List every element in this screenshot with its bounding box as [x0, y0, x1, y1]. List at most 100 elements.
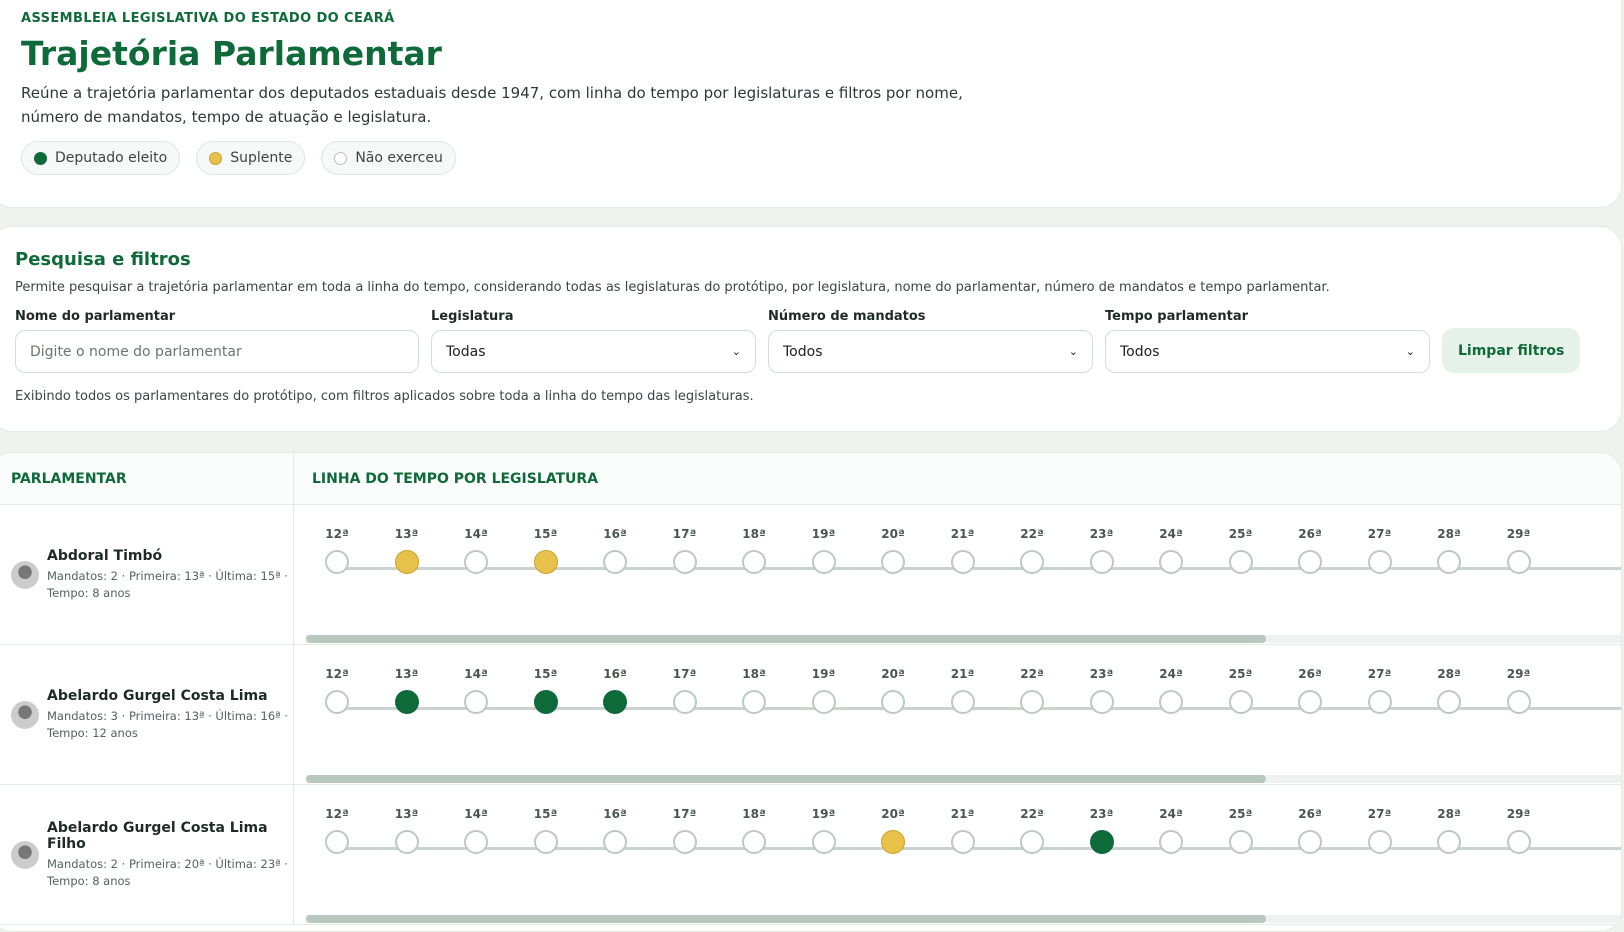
- select[interactable]: Todas ⌄: [431, 330, 756, 373]
- legislature-label: 25ª: [1228, 527, 1253, 541]
- placeholder: Digite o nome do parlamentar: [30, 343, 242, 360]
- status-dot[interactable]: [464, 550, 488, 574]
- status-dot[interactable]: [1298, 830, 1322, 854]
- status-dot[interactable]: [742, 830, 766, 854]
- status-dot[interactable]: [1506, 550, 1531, 574]
- status-dot[interactable]: [1159, 690, 1183, 714]
- name[interactable]: Abelardo Gurgel Costa Lima Filho: [47, 819, 268, 852]
- status-dot[interactable]: [1089, 550, 1114, 574]
- status-dot[interactable]: [1298, 690, 1322, 714]
- status-dot[interactable]: [672, 690, 697, 714]
- timeline: 12ª 13ª 14ª 15ª 16ª 17ª 18ª 19ª 20ª 21ª 22ª 23ª 24ª 2…: [294, 785, 1621, 924]
- select[interactable]: Todos ⌄: [768, 330, 1093, 373]
- status-dot[interactable]: [1367, 830, 1392, 854]
- select-value: Todos: [783, 343, 823, 360]
- name[interactable]: Abdoral Timbó: [47, 547, 163, 564]
- legislature-label: 28ª: [1437, 667, 1461, 681]
- status-dot[interactable]: [533, 830, 558, 854]
- parliamentarian: Abelardo Gurgel Costa Lima Filho Mandatos…: [0, 785, 294, 924]
- status-dot[interactable]: [1506, 690, 1531, 714]
- status-dot[interactable]: [1228, 550, 1253, 574]
- meta: Mandatos: 3 · Primeira: 13ª · Última: 16…: [47, 708, 288, 742]
- legislature-label: 24ª: [1159, 527, 1183, 541]
- field-label: Nome do parlamentar: [15, 309, 176, 324]
- filters-card: Pesquisa e filtros Permite pesquisar a t…: [0, 226, 1622, 432]
- status-dot[interactable]: [1020, 690, 1044, 714]
- legislature-label: 27ª: [1367, 807, 1392, 821]
- status-dot[interactable]: [742, 690, 766, 714]
- legislature-label: 19ª: [811, 527, 836, 541]
- status-dot[interactable]: [1228, 690, 1253, 714]
- status-dot[interactable]: [950, 550, 975, 574]
- time: Tempo: 12 anos: [47, 725, 138, 740]
- status-dot[interactable]: [603, 690, 627, 714]
- filter-field: Tempo parlamentar Todos ⌄: [1105, 309, 1430, 373]
- legislature-label: 25ª: [1228, 667, 1253, 681]
- status-dot[interactable]: [1367, 690, 1392, 714]
- status-dot[interactable]: [603, 550, 627, 574]
- status-dot[interactable]: [603, 830, 627, 854]
- select[interactable]: Todos ⌄: [1105, 330, 1430, 373]
- status-dot[interactable]: [394, 690, 419, 714]
- status-dot[interactable]: [1089, 690, 1114, 714]
- legislature-label: 16ª: [603, 807, 627, 821]
- status-dot[interactable]: [742, 550, 766, 574]
- status-dot[interactable]: [325, 690, 349, 714]
- table-body: Abdoral Timbó Mandatos: 2 · Primeira: 13ª…: [0, 505, 1621, 925]
- status-dot[interactable]: [1020, 830, 1044, 854]
- status-dot[interactable]: [1228, 830, 1253, 854]
- legislature-label: 29ª: [1506, 667, 1531, 681]
- scroll-thumb[interactable]: [306, 915, 1266, 923]
- status-dot[interactable]: [950, 830, 975, 854]
- status-dot[interactable]: [811, 690, 836, 714]
- legend-label: Não exerceu: [355, 150, 443, 166]
- status-dot[interactable]: [533, 690, 558, 714]
- scroll-thumb[interactable]: [306, 635, 1266, 643]
- status-dot[interactable]: [394, 550, 419, 574]
- status-dot[interactable]: [950, 690, 975, 714]
- legend-dot: [209, 151, 223, 165]
- avatar: [11, 840, 39, 869]
- status-dot[interactable]: [1159, 550, 1183, 574]
- status-dot[interactable]: [811, 830, 836, 854]
- legend-label: Suplente: [230, 150, 293, 166]
- status-dot[interactable]: [881, 690, 905, 714]
- status-dot[interactable]: [1020, 550, 1044, 574]
- status-dot[interactable]: [672, 830, 697, 854]
- status-dot[interactable]: [1159, 830, 1183, 854]
- status-dot[interactable]: [533, 550, 558, 574]
- legend-dot: [334, 151, 348, 165]
- parliamentarian: Abelardo Gurgel Costa Lima Mandatos: 3 · …: [0, 645, 294, 784]
- legislature-label: 15ª: [533, 807, 558, 821]
- legislature-label: 14ª: [464, 527, 488, 541]
- column-header: LINHA DO TEMPO POR LEGISLATURA: [312, 470, 599, 487]
- status-dot[interactable]: [1298, 550, 1322, 574]
- legislature-label: 22ª: [1020, 667, 1044, 681]
- status-dot[interactable]: [1089, 830, 1114, 854]
- status-dot[interactable]: [1506, 830, 1531, 854]
- status-dot[interactable]: [464, 830, 488, 854]
- legislature-label: 13ª: [394, 807, 419, 821]
- name[interactable]: Abelardo Gurgel Costa Lima: [47, 687, 268, 704]
- status-dot[interactable]: [672, 550, 697, 574]
- status-dot[interactable]: [1367, 550, 1392, 574]
- parliamentarian: Abdoral Timbó Mandatos: 2 · Primeira: 13ª…: [0, 505, 294, 644]
- status-dot[interactable]: [881, 830, 905, 854]
- legislature-label: 16ª: [603, 527, 627, 541]
- select-value: Todos: [1120, 343, 1160, 360]
- clear-button[interactable]: Limpar filtros: [1442, 328, 1581, 373]
- status-dot[interactable]: [881, 550, 905, 574]
- text-input[interactable]: Digite o nome do parlamentar: [15, 330, 419, 373]
- kicker: ASSEMBLEIA LEGISLATIVA DO ESTADO DO CEAR…: [21, 11, 395, 26]
- status-dot[interactable]: [1437, 830, 1461, 854]
- legislature-label: 18ª: [742, 527, 766, 541]
- status-dot[interactable]: [464, 690, 488, 714]
- status-dot[interactable]: [1437, 550, 1461, 574]
- status-dot[interactable]: [394, 830, 419, 854]
- status-dot[interactable]: [1437, 690, 1461, 714]
- status-dot[interactable]: [325, 550, 349, 574]
- scroll-thumb[interactable]: [306, 775, 1266, 783]
- status-dot[interactable]: [811, 550, 836, 574]
- status-dot[interactable]: [325, 830, 349, 854]
